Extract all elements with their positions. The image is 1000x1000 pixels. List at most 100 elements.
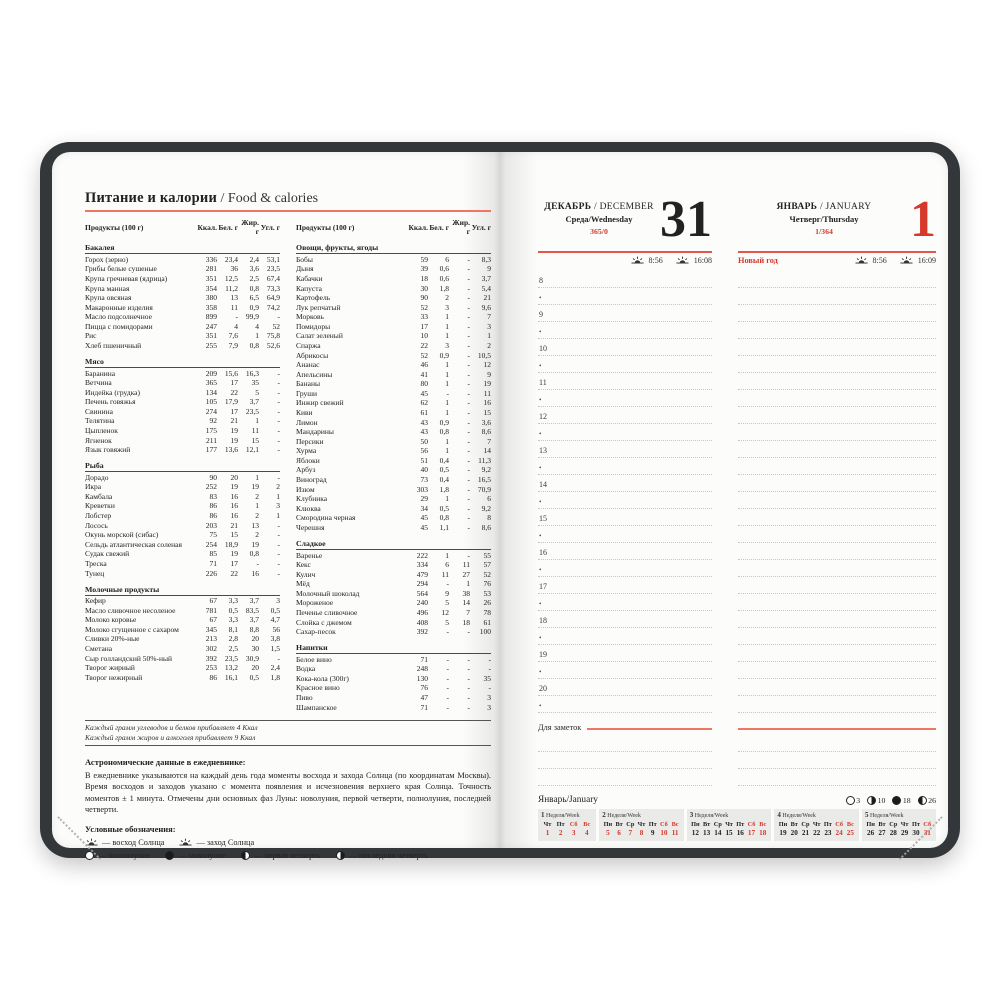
- food-row: Сыр голландский 50%-ный 392 23,5 30,9 -: [85, 654, 280, 664]
- astro-text: В ежедневнике указываются на каждый день…: [85, 771, 491, 814]
- calendar-day: Пн 19: [777, 821, 788, 838]
- food-kcal: 105: [205, 397, 217, 407]
- food-fat: 83,5: [245, 605, 259, 615]
- food-kcal: 564: [416, 588, 428, 598]
- food-protein: 1: [445, 550, 449, 560]
- food-carbs: 0,5: [270, 605, 280, 615]
- food-name: Черешня: [296, 522, 325, 532]
- schedule-line: 14: [538, 475, 712, 492]
- food-row: Хурма 56 1 - 14: [296, 447, 491, 457]
- food-name: Клубника: [296, 494, 328, 504]
- food-row: Печенье сливочное 496 12 7 78: [296, 608, 491, 619]
- food-protein: 13,6: [224, 445, 238, 455]
- food-carbs: 55: [483, 550, 492, 560]
- food-header-protein: Бел. г: [218, 222, 238, 232]
- food-fat: -: [467, 693, 471, 703]
- food-kcal: 10: [420, 331, 429, 341]
- food-fat: -: [467, 408, 471, 418]
- food-row: Инжир свежий 62 1 - 16: [296, 399, 491, 409]
- food-carbs: -: [277, 312, 281, 322]
- food-kcal: 41: [420, 369, 429, 379]
- day-of-week: Сб: [660, 821, 668, 828]
- food-fat: -: [467, 427, 471, 437]
- food-row: Шампанское 71 - - 3: [296, 703, 491, 713]
- day-number: 9: [650, 829, 655, 837]
- food-fat: 1: [466, 579, 470, 589]
- day-number: 1: [545, 829, 550, 837]
- food-kcal: 177: [205, 445, 217, 455]
- schedule-line: [738, 288, 936, 305]
- hour-label: 19: [539, 650, 547, 659]
- food-header-fat: Жир. г: [241, 218, 259, 237]
- food-row: Масло подсолнечное 899-99,9-: [85, 312, 281, 323]
- calendar-day: Пн 26: [865, 821, 876, 838]
- schedule-line: [738, 594, 936, 611]
- food-row: Ветчина 365 17 35 -: [85, 378, 280, 389]
- food-kcal: 61: [420, 408, 429, 418]
- schedule-line: •: [538, 526, 712, 543]
- month-ru: ЯНВАРЬ: [776, 202, 818, 212]
- food-fat: 2,4: [249, 254, 259, 264]
- food-kcal: 83: [209, 491, 218, 501]
- schedule-line: [738, 526, 936, 543]
- food-name: Шампанское: [296, 702, 337, 712]
- food-header-protein: Бел. г: [429, 222, 449, 232]
- food-fat: -: [467, 379, 471, 389]
- food-carbs: -: [277, 368, 281, 378]
- food-protein: 2: [445, 293, 449, 303]
- day-of-week: Сб: [835, 821, 844, 828]
- food-fat: 27: [462, 569, 471, 579]
- schedule-line: [738, 373, 936, 390]
- day-number: 13: [702, 829, 711, 837]
- mini-calendar: Январь/January 3 10 18 26 1 Неделя/Week Чт 1 П…: [538, 795, 936, 841]
- schedule-line: [738, 645, 936, 662]
- food-protein: -: [446, 702, 450, 712]
- day-number: 4: [584, 829, 589, 837]
- food-protein: 7,9: [228, 340, 238, 350]
- schedule: 8 • 9 • 10 • 11 • 12 • 13 • 14 • 15 • 16 • 17 • 18 • 19 • 20 •: [538, 271, 936, 713]
- food-name: Крупа манная: [85, 283, 130, 293]
- week-block: 1 Неделя/Week Чт 1 Пт 2 Сб 3 Вс 4: [538, 809, 597, 841]
- schedule-line: [738, 305, 936, 322]
- food-protein: 4: [234, 321, 238, 331]
- food-row: Морковь 33 1 - 7: [296, 312, 491, 323]
- moon-phase-day: 3: [845, 795, 860, 805]
- food-protein: 1: [445, 331, 449, 341]
- food-name: Телятина: [85, 416, 115, 426]
- food-name: Бобы: [296, 254, 313, 264]
- food-name: Творог жирный: [85, 663, 135, 673]
- schedule-line: 18: [538, 611, 712, 628]
- day-of-week: Вт: [878, 821, 886, 828]
- food-fat: -: [467, 664, 471, 674]
- food-protein: 1: [445, 446, 449, 456]
- day-of-week: Пн: [866, 821, 875, 828]
- food-protein: 8,1: [228, 624, 238, 634]
- food-carbs: 10,5: [477, 350, 491, 360]
- title-rule: [85, 210, 491, 212]
- food-kcal: 71: [420, 702, 429, 712]
- schedule-line: [738, 458, 936, 475]
- calendar-day: Сб 3: [567, 821, 580, 838]
- food-name: Лимон: [296, 417, 318, 427]
- food-row: Киви 61 1 - 15: [296, 408, 491, 419]
- food-fat: -: [467, 654, 471, 664]
- page-title-en: / Food & calories: [220, 191, 319, 206]
- notes-dotted-line: [738, 769, 936, 786]
- food-kcal: 56: [420, 446, 429, 456]
- hour-label: 14: [539, 480, 547, 489]
- food-carbs: -: [277, 568, 281, 578]
- food-protein: 7,6: [228, 331, 238, 341]
- day-number: 6: [617, 829, 621, 837]
- food-carbs: -: [488, 664, 492, 674]
- food-name: Сыр голландский 50%-ный: [85, 653, 173, 663]
- food-name: Персики: [296, 436, 324, 446]
- week-word: Неделя/Week: [869, 813, 904, 819]
- food-kcal: 22: [420, 340, 429, 350]
- hour-label: 9: [539, 310, 543, 319]
- food-fat: 30,9: [245, 653, 259, 663]
- food-name: Груши: [296, 388, 318, 398]
- food-row: Виноград 73 0,4 -16,5: [296, 475, 491, 486]
- food-carbs: 56: [272, 624, 281, 634]
- food-row: Тунец 226 22 16 -: [85, 569, 280, 579]
- food-fat: 6,5: [249, 293, 259, 303]
